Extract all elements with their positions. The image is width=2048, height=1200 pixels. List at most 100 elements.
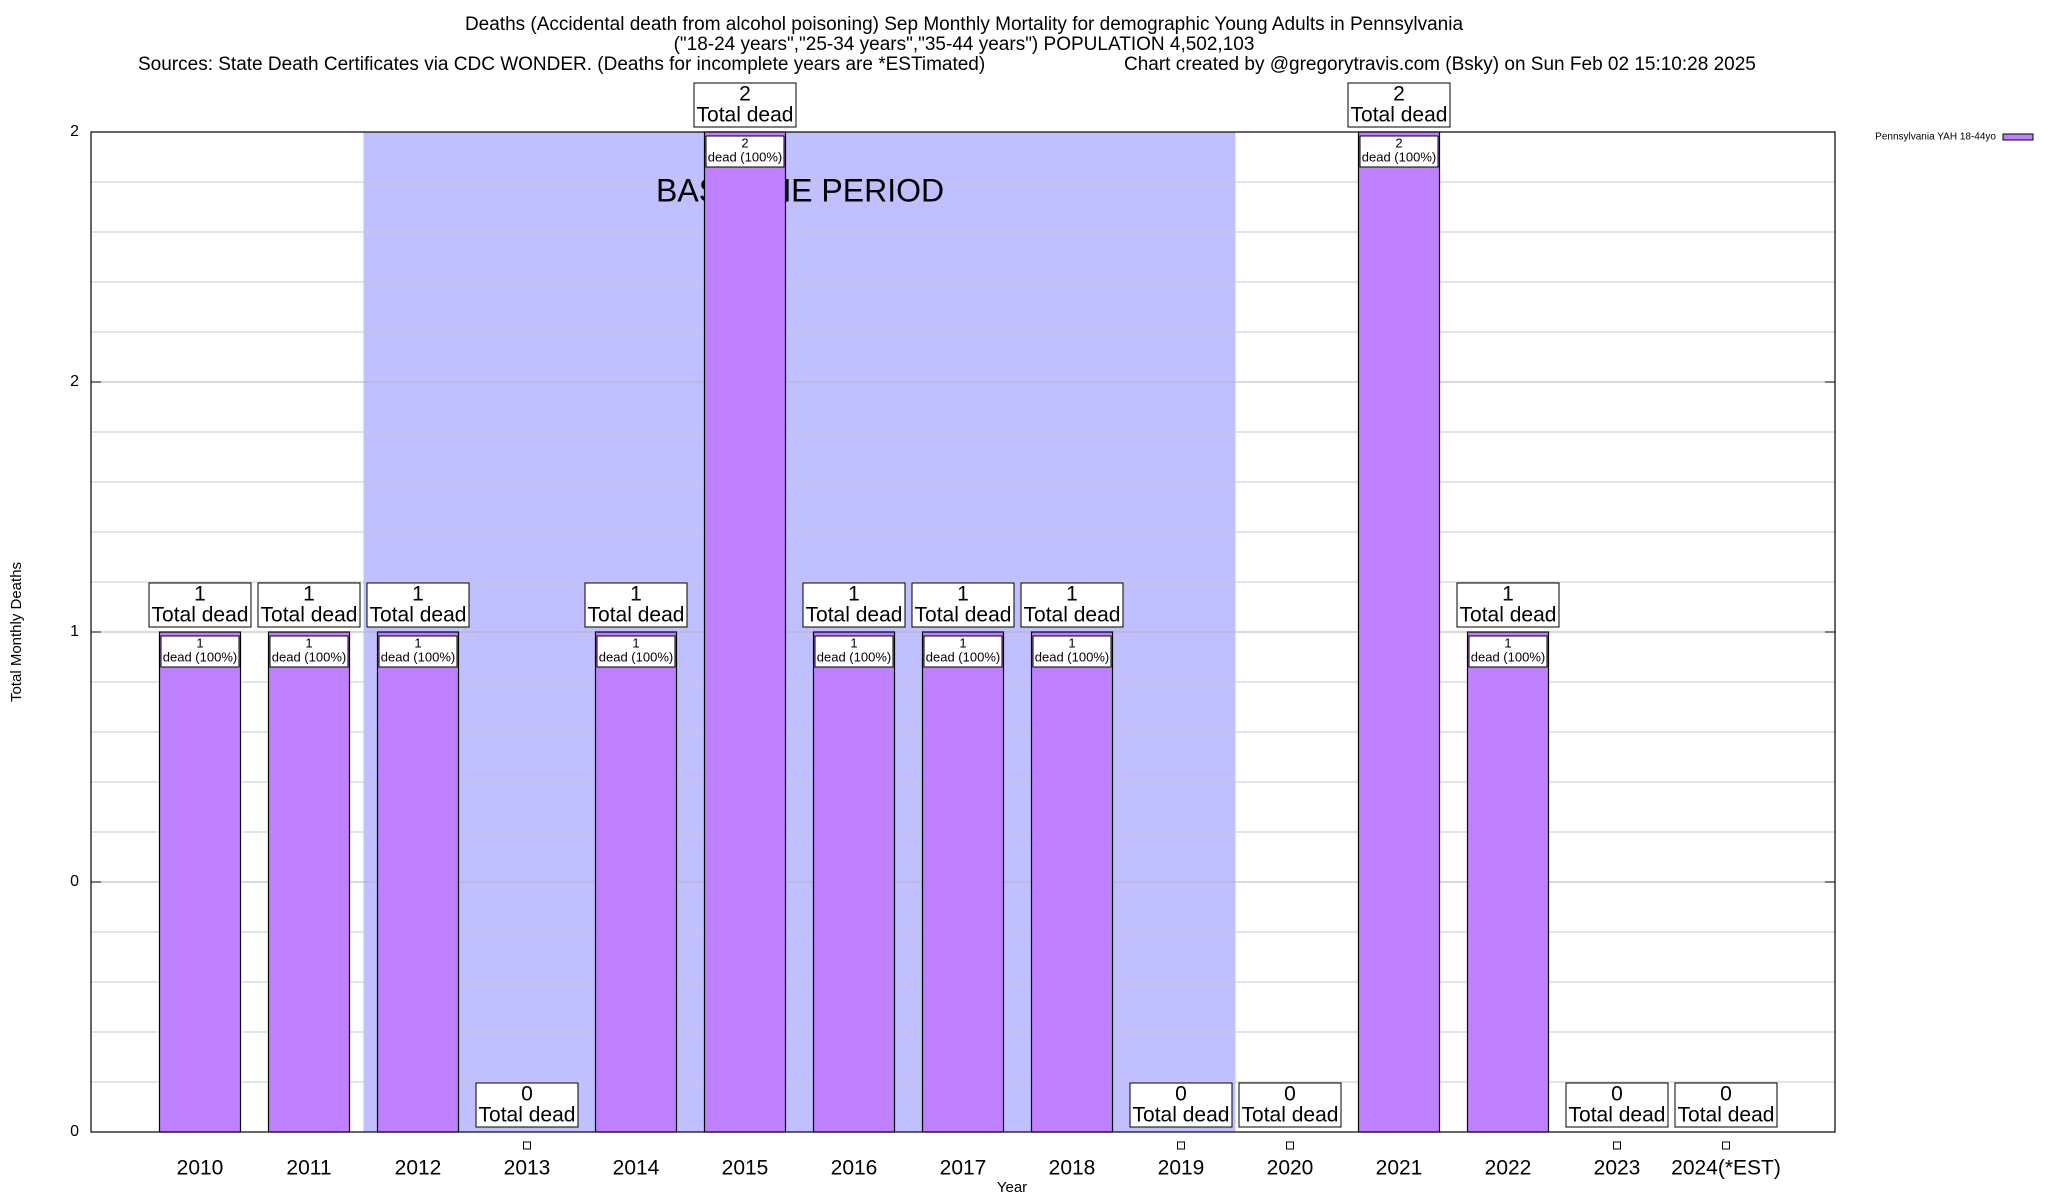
total-value-label: 1	[303, 583, 315, 606]
total-label-box	[802, 582, 906, 628]
total-text-label: Total dead	[697, 104, 794, 127]
credit-note: Chart created by @gregorytravis.com (Bsk…	[1124, 54, 1756, 75]
bar	[1357, 131, 1441, 1133]
inner-share-label: dead (100%)	[708, 149, 782, 164]
zero-marker	[1177, 1141, 1185, 1150]
total-value-label: 0	[1175, 1083, 1187, 1106]
x-axis-label: Year	[997, 1179, 1027, 1196]
inner-value-label: 2	[741, 135, 748, 150]
total-value-label: 1	[1502, 583, 1514, 606]
inner-share-label: dead (100%)	[1471, 649, 1545, 664]
total-text-label: Total dead	[1024, 604, 1121, 627]
bar	[267, 631, 351, 1133]
total-label-box	[693, 82, 797, 128]
total-text-label: Total dead	[915, 604, 1012, 627]
total-label-box	[1238, 1082, 1342, 1128]
bar	[158, 631, 242, 1133]
total-label-box	[1674, 1082, 1778, 1128]
x-tick-label: 2013	[504, 1157, 551, 1180]
chart-title: Deaths (Accidental death from alcohol po…	[465, 14, 1464, 35]
bar	[376, 631, 460, 1133]
bar	[812, 631, 896, 1133]
inner-share-label: dead (100%)	[926, 649, 1000, 664]
total-value-label: 1	[957, 583, 969, 606]
x-tick-label: 2014	[613, 1157, 660, 1180]
total-label-box	[1565, 1082, 1669, 1128]
total-value-label: 1	[412, 583, 424, 606]
total-label-box	[148, 582, 252, 628]
inner-label-box	[1468, 635, 1548, 668]
baseline-label: BASELINE PERIOD	[656, 172, 944, 208]
inner-label-box	[923, 635, 1003, 668]
total-text-label: Total dead	[1569, 1104, 1666, 1127]
inner-value-label: 2	[1395, 135, 1402, 150]
total-value-label: 0	[1720, 1083, 1732, 1106]
inner-share-label: dead (100%)	[272, 649, 346, 664]
inner-share-label: dead (100%)	[599, 649, 673, 664]
inner-value-label: 1	[305, 635, 312, 650]
zero-marker	[1286, 1141, 1294, 1150]
total-value-label: 2	[1393, 83, 1405, 106]
legend-label: Pennsylvania YAH 18-44yo	[1875, 132, 1996, 143]
inner-value-label: 1	[959, 635, 966, 650]
x-tick-label: 2022	[1485, 1157, 1532, 1180]
inner-label-box	[269, 635, 349, 668]
total-text-label: Total dead	[370, 604, 467, 627]
inner-share-label: dead (100%)	[817, 649, 891, 664]
chart-subtitle: ("18-24 years","25-34 years","35-44 year…	[674, 34, 1255, 55]
total-label-box	[911, 582, 1015, 628]
total-text-label: Total dead	[1460, 604, 1557, 627]
inner-label-box	[596, 635, 676, 668]
x-tick-label: 2019	[1158, 1157, 1205, 1180]
inner-value-label: 1	[850, 635, 857, 650]
bar	[594, 631, 678, 1133]
total-value-label: 1	[1066, 583, 1078, 606]
zero-marker	[523, 1141, 531, 1150]
total-value-label: 0	[1284, 1083, 1296, 1106]
total-text-label: Total dead	[806, 604, 903, 627]
y-tick-label: 0	[70, 1123, 79, 1140]
total-text-label: Total dead	[1351, 104, 1448, 127]
total-label-box	[257, 582, 361, 628]
total-text-label: Total dead	[1242, 1104, 1339, 1127]
inner-value-label: 1	[196, 635, 203, 650]
total-text-label: Total dead	[1678, 1104, 1775, 1127]
bar	[921, 631, 1005, 1133]
inner-share-label: dead (100%)	[163, 649, 237, 664]
total-value-label: 0	[1611, 1083, 1623, 1106]
inner-value-label: 1	[1504, 635, 1511, 650]
total-text-label: Total dead	[1133, 1104, 1230, 1127]
total-label-box	[1347, 82, 1451, 128]
total-value-label: 1	[630, 583, 642, 606]
inner-share-label: dead (100%)	[1362, 149, 1436, 164]
total-value-label: 0	[521, 1083, 533, 1106]
x-tick-label: 2016	[831, 1157, 878, 1180]
inner-label-box	[1032, 635, 1112, 668]
inner-share-label: dead (100%)	[1035, 649, 1109, 664]
total-text-label: Total dead	[261, 604, 358, 627]
x-tick-label: 2010	[177, 1157, 224, 1180]
inner-value-label: 1	[414, 635, 421, 650]
y-axis-label: Total Monthly Deaths	[8, 562, 25, 702]
x-tick-label: 2020	[1267, 1157, 1314, 1180]
bar	[1466, 631, 1550, 1133]
y-tick-label: 0	[70, 873, 79, 890]
inner-label-box	[814, 635, 894, 668]
total-value-label: 2	[739, 83, 751, 106]
inner-value-label: 1	[1068, 635, 1075, 650]
inner-label-box	[378, 635, 458, 668]
inner-share-label: dead (100%)	[381, 649, 455, 664]
x-tick-label: 2012	[395, 1157, 442, 1180]
total-label-box	[584, 582, 688, 628]
x-tick-label: 2023	[1594, 1157, 1641, 1180]
inner-value-label: 1	[632, 635, 639, 650]
x-tick-label: 2017	[940, 1157, 987, 1180]
inner-label-box	[160, 635, 240, 668]
total-label-box	[366, 582, 470, 628]
zero-marker	[1613, 1141, 1621, 1150]
inner-label-box	[1359, 135, 1439, 168]
inner-label-box	[705, 135, 785, 168]
y-tick-label: 2	[70, 373, 79, 390]
total-label-box	[475, 1082, 579, 1128]
y-tick-label: 2	[70, 123, 79, 140]
